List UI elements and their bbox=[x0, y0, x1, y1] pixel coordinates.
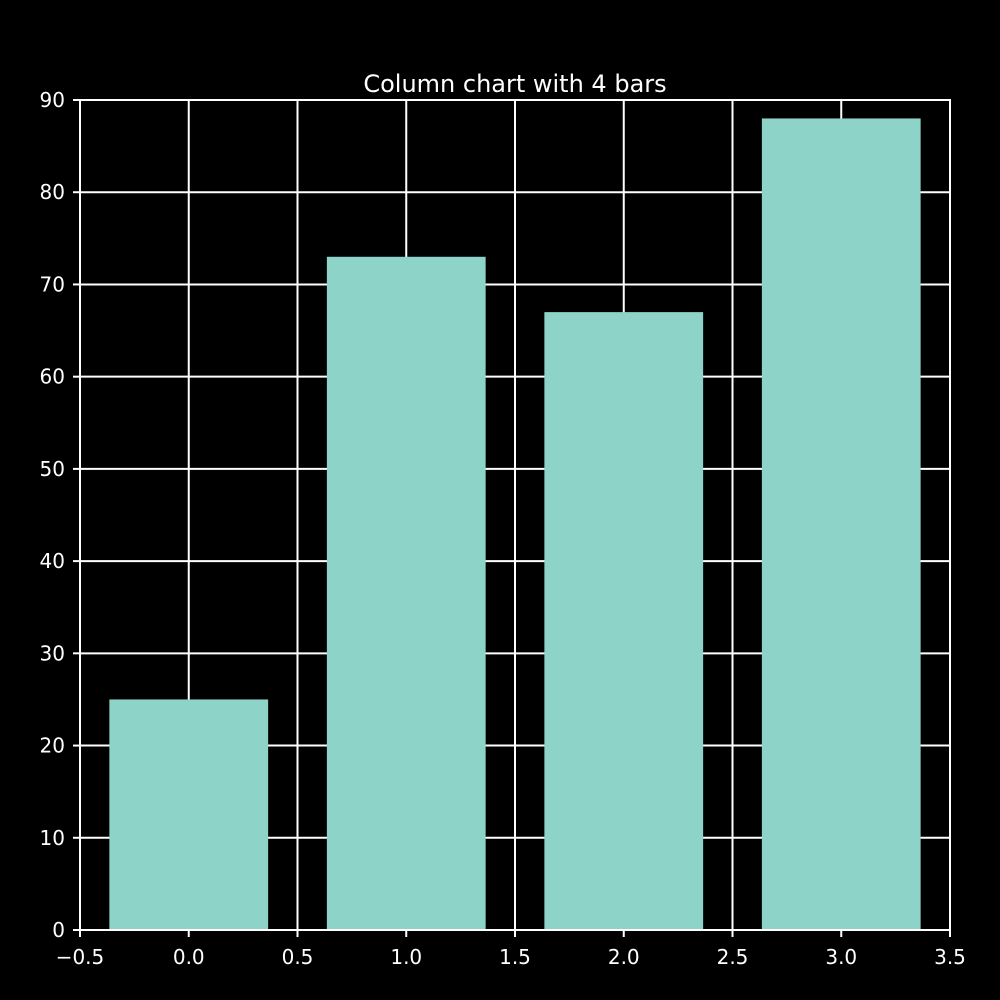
plot-area: −0.5 0.0 0.5 1.0 1.5 2.0 2.5 3.0 3.5 0 10 20 30 40 50 6… bbox=[40, 88, 966, 969]
bar-2 bbox=[544, 312, 704, 931]
y-tick-label-4: 40 bbox=[40, 549, 65, 573]
x-tick-label-0: −0.5 bbox=[56, 945, 105, 969]
y-tick-label-0: 0 bbox=[52, 918, 65, 942]
x-tick-label-3: 1.0 bbox=[390, 945, 422, 969]
x-tick-label-7: 3.0 bbox=[825, 945, 857, 969]
chart-title: Column chart with 4 bars bbox=[363, 70, 666, 98]
x-tick-label-1: 0.0 bbox=[173, 945, 205, 969]
y-tick-label-3: 30 bbox=[40, 641, 65, 665]
y-tick-label-8: 80 bbox=[40, 180, 65, 204]
y-tick-label-2: 20 bbox=[40, 734, 65, 758]
y-tick-label-7: 70 bbox=[40, 272, 65, 296]
bar-0 bbox=[109, 699, 269, 930]
bar-3 bbox=[761, 118, 921, 930]
y-tick-label-5: 50 bbox=[40, 457, 65, 481]
bar-1 bbox=[326, 256, 486, 930]
x-tick-label-5: 2.0 bbox=[608, 945, 640, 969]
y-tick-label-6: 60 bbox=[40, 365, 65, 389]
y-tick-label-9: 90 bbox=[40, 88, 65, 112]
x-tick-label-8: 3.5 bbox=[934, 945, 966, 969]
x-tick-label-6: 2.5 bbox=[717, 945, 749, 969]
x-tick-label-2: 0.5 bbox=[282, 945, 314, 969]
x-tick-label-4: 1.5 bbox=[499, 945, 531, 969]
y-tick-label-1: 10 bbox=[40, 826, 65, 850]
